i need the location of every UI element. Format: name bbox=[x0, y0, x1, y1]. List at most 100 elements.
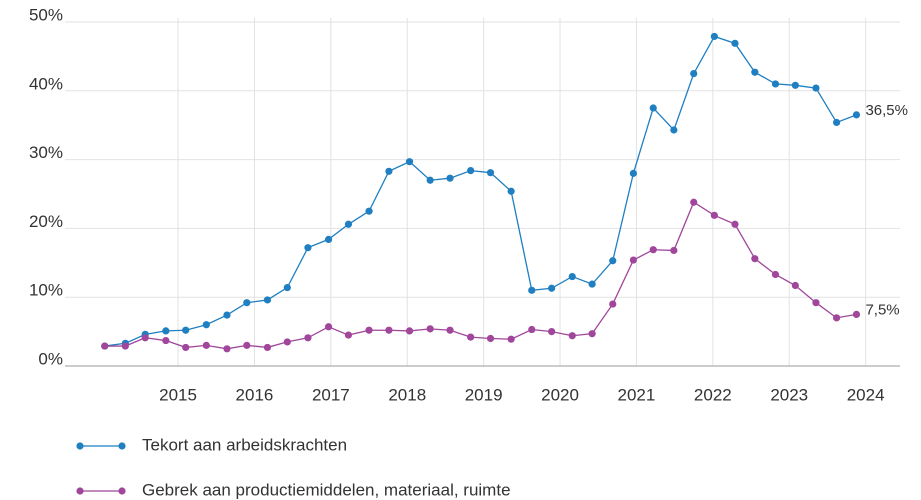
data-point bbox=[731, 39, 739, 47]
data-point bbox=[548, 328, 556, 336]
data-point bbox=[832, 314, 841, 322]
data-point bbox=[446, 326, 454, 334]
x-tick-label: 2018 bbox=[388, 385, 426, 404]
data-point bbox=[304, 244, 312, 252]
data-point bbox=[486, 334, 495, 343]
data-point bbox=[670, 246, 678, 255]
x-tick-label: 2024 bbox=[847, 385, 885, 404]
data-point bbox=[649, 246, 657, 254]
x-tick-label: 2016 bbox=[236, 385, 274, 404]
y-tick-label: 0% bbox=[38, 349, 63, 368]
y-tick-label: 20% bbox=[29, 212, 63, 231]
legend-dot bbox=[76, 487, 84, 495]
data-point bbox=[731, 220, 739, 228]
data-point bbox=[486, 169, 495, 177]
data-point bbox=[162, 327, 170, 335]
series-line bbox=[104, 201, 857, 350]
data-point bbox=[710, 211, 718, 219]
data-point bbox=[344, 331, 353, 339]
data-point bbox=[791, 81, 799, 89]
data-point bbox=[243, 299, 251, 307]
data-point bbox=[507, 187, 515, 195]
data-point bbox=[710, 32, 718, 41]
data-point bbox=[141, 334, 149, 342]
legend-dot bbox=[76, 442, 84, 450]
data-point bbox=[751, 255, 759, 263]
data-point bbox=[304, 334, 312, 342]
data-point bbox=[609, 300, 617, 308]
x-tick-label: 2019 bbox=[465, 385, 503, 404]
data-point bbox=[385, 167, 393, 175]
data-point bbox=[283, 338, 291, 346]
x-tick-label: 2015 bbox=[159, 385, 197, 404]
data-point bbox=[223, 311, 231, 319]
data-label: 36,5% bbox=[865, 102, 908, 119]
x-tick-label: 2023 bbox=[770, 385, 808, 404]
data-point bbox=[609, 257, 617, 265]
data-point bbox=[528, 286, 536, 294]
data-point bbox=[344, 220, 353, 228]
data-point bbox=[568, 272, 576, 281]
data-point bbox=[812, 299, 820, 307]
data-point bbox=[182, 326, 190, 334]
data-point bbox=[832, 118, 841, 127]
data-point bbox=[507, 335, 515, 343]
data-point bbox=[162, 336, 170, 345]
data-point bbox=[852, 310, 861, 318]
data-point bbox=[182, 343, 190, 352]
y-tick-label: 50% bbox=[29, 5, 63, 24]
y-tick-label: 40% bbox=[29, 74, 63, 93]
legend-label: Gebrek aan productiemiddelen, materiaal,… bbox=[142, 480, 511, 499]
data-point bbox=[202, 321, 210, 329]
x-tick-label: 2022 bbox=[694, 385, 732, 404]
data-point bbox=[771, 80, 780, 88]
data-point bbox=[324, 323, 333, 331]
data-point bbox=[649, 104, 657, 112]
data-point bbox=[568, 332, 576, 340]
data-point bbox=[101, 342, 109, 350]
x-tick-label: 2017 bbox=[312, 385, 350, 404]
data-point bbox=[263, 296, 272, 304]
x-tick-label: 2021 bbox=[618, 385, 656, 404]
x-tick-label: 2020 bbox=[541, 385, 579, 404]
data-point bbox=[243, 341, 251, 349]
y-tick-label: 30% bbox=[29, 143, 63, 162]
data-point bbox=[629, 256, 637, 264]
data-point bbox=[690, 198, 698, 206]
data-point bbox=[121, 342, 129, 350]
data-point bbox=[426, 325, 434, 333]
data-point bbox=[548, 284, 556, 292]
data-point bbox=[385, 326, 393, 334]
data-point bbox=[405, 158, 414, 166]
legend-label: Tekort aan arbeidskrachten bbox=[142, 435, 347, 454]
y-tick-label: 10% bbox=[29, 281, 63, 300]
data-point bbox=[365, 326, 373, 334]
data-point bbox=[446, 174, 454, 182]
data-point bbox=[670, 126, 678, 134]
data-point bbox=[405, 327, 414, 335]
data-point bbox=[852, 111, 861, 119]
data-point bbox=[426, 176, 434, 184]
data-point bbox=[812, 84, 820, 92]
legend-dot bbox=[118, 487, 126, 495]
data-point bbox=[467, 333, 475, 341]
data-label: 7,5% bbox=[865, 301, 899, 318]
data-point bbox=[528, 325, 536, 334]
data-point bbox=[751, 68, 759, 76]
data-point bbox=[365, 207, 373, 215]
data-point bbox=[629, 169, 637, 177]
series-line bbox=[104, 35, 857, 347]
data-point bbox=[771, 270, 780, 279]
data-point bbox=[202, 341, 210, 349]
data-point bbox=[324, 235, 333, 244]
data-point bbox=[690, 70, 698, 78]
data-point bbox=[588, 280, 596, 288]
legend-dot bbox=[118, 442, 126, 450]
data-point bbox=[467, 167, 475, 175]
data-point bbox=[791, 281, 799, 290]
data-point bbox=[283, 283, 291, 292]
data-point bbox=[223, 345, 231, 353]
data-point bbox=[588, 330, 596, 338]
data-point bbox=[263, 343, 272, 352]
